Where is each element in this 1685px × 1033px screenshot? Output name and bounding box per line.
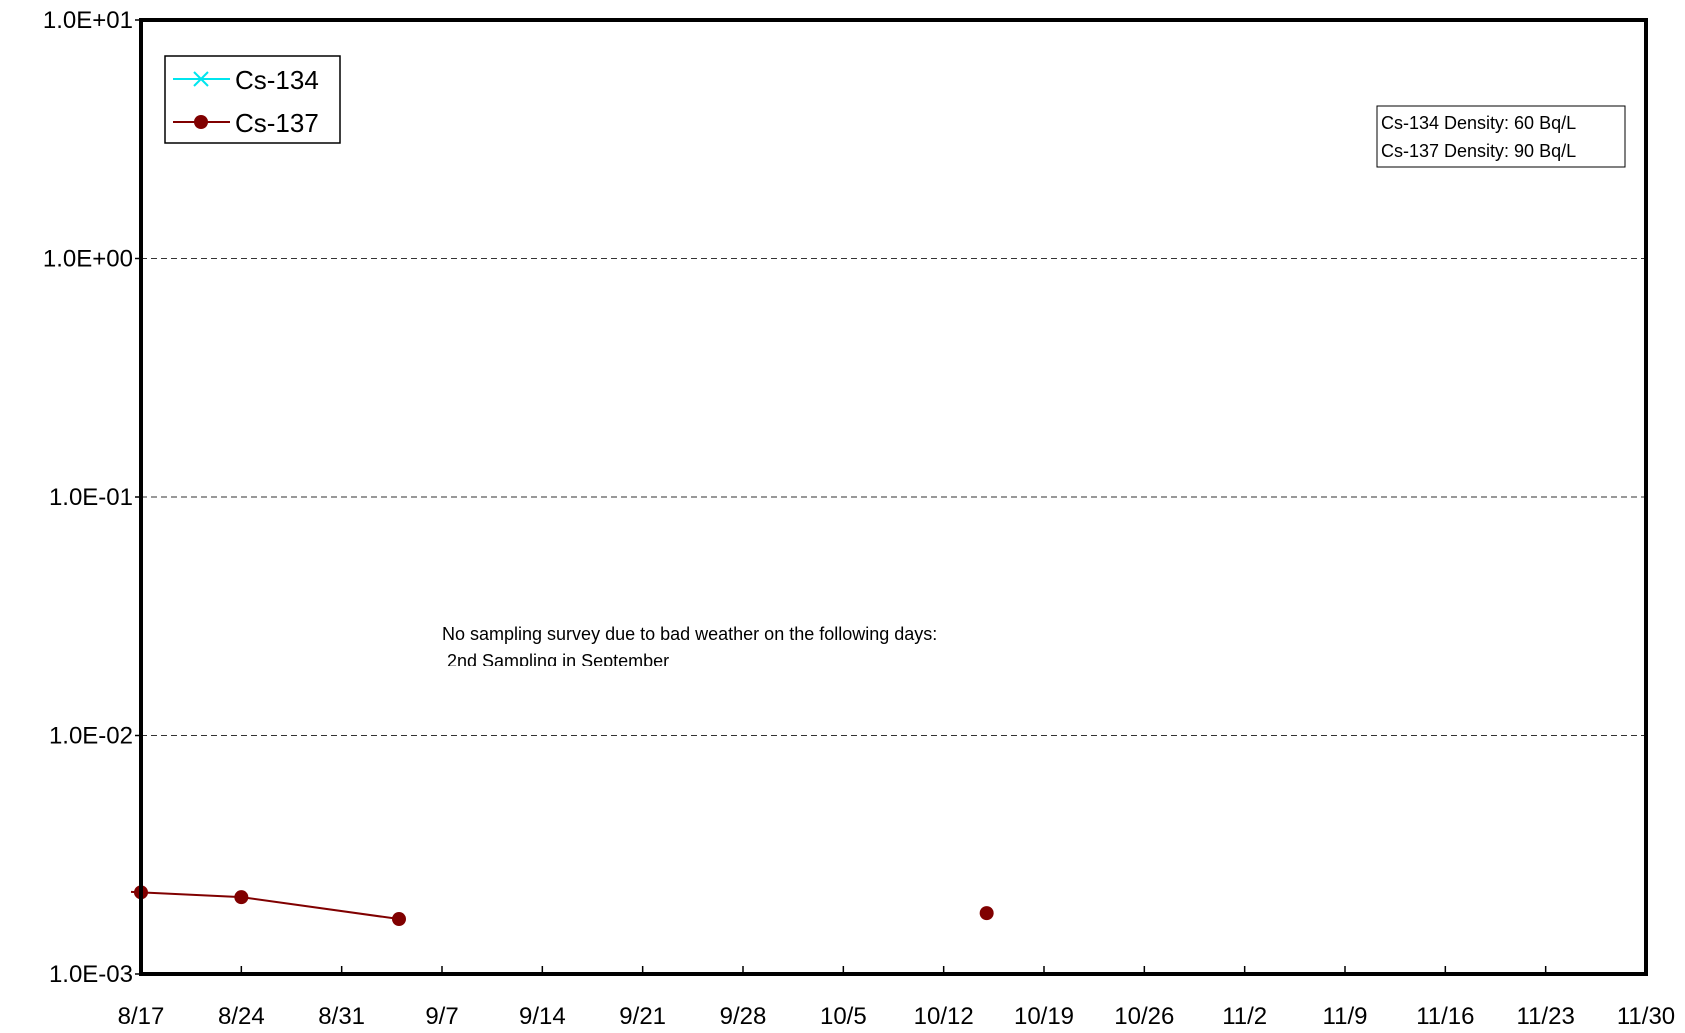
x-tick-label: 10/19	[1014, 1003, 1074, 1030]
x-tick-label: 11/30	[1617, 1003, 1675, 1030]
x-tick-label: 8/24	[218, 1003, 265, 1030]
legend: Cs-134 Cs-137	[164, 55, 341, 144]
weather-annotation: No sampling survey due to bad weather on…	[442, 624, 937, 671]
legend-label-cs137: Cs-137	[235, 108, 319, 138]
data-point-cs137	[234, 890, 249, 905]
x-tick-label: 9/7	[425, 1003, 458, 1030]
x-tick-label: 8/17	[118, 1003, 165, 1030]
data-point-cs137	[979, 906, 994, 921]
legend-marker-cs134	[193, 71, 209, 87]
x-tick-label: 11/23	[1517, 1003, 1575, 1030]
series-line-cs137	[130, 890, 400, 921]
y-tick-label: 1.0E-03	[49, 961, 133, 988]
x-axis: 8/17 8/24 8/31 9/7 9/14 9/21 9/28 10/5 10/12 10/1…	[118, 966, 1675, 1030]
density-info-box: Cs-134 Density: 60 Bq/L Cs-137 Density: …	[1376, 105, 1626, 168]
x-tick-label: 10/26	[1114, 1003, 1174, 1030]
info-box-frame	[1376, 105, 1626, 168]
y-tick-label: 1.0E-02	[49, 723, 133, 750]
y-tick-label: 1.0E-01	[49, 484, 133, 511]
x-tick-label: 8/31	[318, 1003, 365, 1030]
x-tick-label: 9/14	[519, 1003, 566, 1030]
x-tick-label: 11/2	[1222, 1003, 1267, 1030]
x-tick-label: 11/9	[1323, 1003, 1368, 1030]
y-axis: 1.0E-03 1.0E-02 1.0E-01 1.0E+00 1.0E+01	[43, 7, 141, 988]
info-line-cs137: Cs-137 Density: 90 Bq/L	[1381, 141, 1576, 161]
info-line-cs134: Cs-134 Density: 60 Bq/L	[1381, 113, 1576, 133]
grid-lines	[141, 258, 1646, 736]
legend-marker-cs137	[194, 115, 208, 129]
x-tick-label: 9/21	[619, 1003, 666, 1030]
legend-box	[164, 55, 341, 144]
data-point-cs137	[392, 912, 406, 927]
annotation-line-1: No sampling survey due to bad weather on…	[442, 624, 937, 644]
y-tick-label: 1.0E+01	[43, 7, 133, 34]
x-tick-label: 11/16	[1416, 1003, 1474, 1030]
series-layer	[130, 885, 994, 927]
x-tick-label: 9/28	[720, 1003, 767, 1030]
y-tick-label: 1.0E+00	[43, 246, 133, 273]
x-tick-label: 10/5	[820, 1003, 867, 1030]
annotation-line-2: 2nd Sampling in September	[447, 651, 669, 671]
legend-label-cs134: Cs-134	[235, 65, 319, 95]
x-tick-label: 10/12	[914, 1003, 974, 1030]
